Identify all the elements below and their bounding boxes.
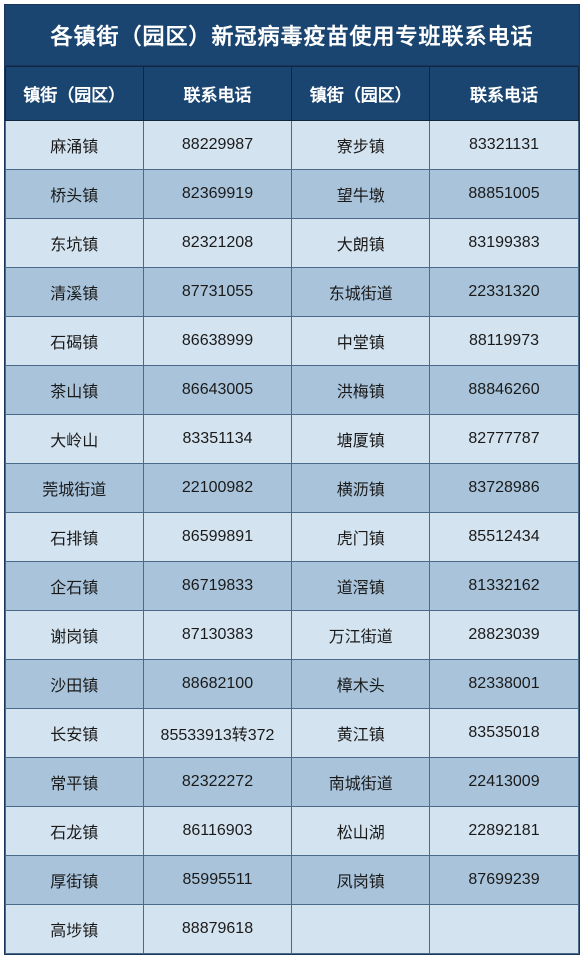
district-cell: 石碣镇 (6, 317, 144, 366)
district-cell: 道滘镇 (292, 562, 430, 611)
district-cell: 万江街道 (292, 611, 430, 660)
phone-cell: 88846260 (430, 366, 579, 415)
district-cell: 塘厦镇 (292, 415, 430, 464)
district-cell: 寮步镇 (292, 121, 430, 170)
phone-cell: 82338001 (430, 660, 579, 709)
phone-cell: 85512434 (430, 513, 579, 562)
district-cell: 谢岗镇 (6, 611, 144, 660)
district-cell: 厚街镇 (6, 856, 144, 905)
table-row: 企石镇86719833道滘镇81332162 (6, 562, 579, 611)
district-cell: 南城街道 (292, 758, 430, 807)
table-row: 厚街镇85995511凤岗镇87699239 (6, 856, 579, 905)
district-cell: 麻涌镇 (6, 121, 144, 170)
phone-cell: 22100982 (143, 464, 292, 513)
phone-cell: 88119973 (430, 317, 579, 366)
header-district-2: 镇街（园区） (292, 67, 430, 121)
phone-cell: 28823039 (430, 611, 579, 660)
table-row: 麻涌镇88229987寮步镇83321131 (6, 121, 579, 170)
district-cell: 桥头镇 (6, 170, 144, 219)
table-row: 石龙镇86116903松山湖22892181 (6, 807, 579, 856)
district-cell (292, 905, 430, 954)
phone-cell: 86643005 (143, 366, 292, 415)
contact-table: 镇街（园区） 联系电话 镇街（园区） 联系电话 麻涌镇88229987寮步镇83… (5, 66, 579, 954)
table-row: 长安镇85533913转372黄江镇83535018 (6, 709, 579, 758)
district-cell: 东坑镇 (6, 219, 144, 268)
district-cell: 茶山镇 (6, 366, 144, 415)
table-row: 谢岗镇87130383万江街道28823039 (6, 611, 579, 660)
table-row: 沙田镇88682100樟木头82338001 (6, 660, 579, 709)
district-cell: 中堂镇 (292, 317, 430, 366)
district-cell: 沙田镇 (6, 660, 144, 709)
district-cell: 松山湖 (292, 807, 430, 856)
district-cell: 大岭山 (6, 415, 144, 464)
district-cell: 樟木头 (292, 660, 430, 709)
table-row: 石排镇86599891虎门镇85512434 (6, 513, 579, 562)
table-row: 茶山镇86643005洪梅镇88846260 (6, 366, 579, 415)
phone-cell: 87130383 (143, 611, 292, 660)
table-row: 莞城街道22100982横沥镇83728986 (6, 464, 579, 513)
phone-cell: 83351134 (143, 415, 292, 464)
phone-cell: 83321131 (430, 121, 579, 170)
table-container: 各镇街（园区）新冠病毒疫苗使用专班联系电话 镇街（园区） 联系电话 镇街（园区）… (4, 4, 580, 955)
header-phone-1: 联系电话 (143, 67, 292, 121)
table-row: 东坑镇82321208大朗镇83199383 (6, 219, 579, 268)
phone-cell: 22892181 (430, 807, 579, 856)
table-row: 桥头镇82369919望牛墩88851005 (6, 170, 579, 219)
table-row: 高埗镇88879618 (6, 905, 579, 954)
district-cell: 常平镇 (6, 758, 144, 807)
district-cell: 黄江镇 (292, 709, 430, 758)
district-cell: 虎门镇 (292, 513, 430, 562)
district-cell: 凤岗镇 (292, 856, 430, 905)
district-cell: 高埗镇 (6, 905, 144, 954)
phone-cell: 83728986 (430, 464, 579, 513)
phone-cell: 88682100 (143, 660, 292, 709)
phone-cell: 88229987 (143, 121, 292, 170)
district-cell: 长安镇 (6, 709, 144, 758)
phone-cell: 85533913转372 (143, 709, 292, 758)
district-cell: 莞城街道 (6, 464, 144, 513)
district-cell: 石龙镇 (6, 807, 144, 856)
table-header-row: 镇街（园区） 联系电话 镇街（园区） 联系电话 (6, 67, 579, 121)
phone-cell: 22413009 (430, 758, 579, 807)
district-cell: 清溪镇 (6, 268, 144, 317)
phone-cell: 85995511 (143, 856, 292, 905)
phone-cell: 81332162 (430, 562, 579, 611)
phone-cell (430, 905, 579, 954)
phone-cell: 82369919 (143, 170, 292, 219)
phone-cell: 87699239 (430, 856, 579, 905)
table-row: 石碣镇86638999中堂镇88119973 (6, 317, 579, 366)
phone-cell: 86599891 (143, 513, 292, 562)
table-row: 常平镇82322272南城街道22413009 (6, 758, 579, 807)
phone-cell: 86116903 (143, 807, 292, 856)
district-cell: 洪梅镇 (292, 366, 430, 415)
phone-cell: 88851005 (430, 170, 579, 219)
phone-cell: 83199383 (430, 219, 579, 268)
header-district-1: 镇街（园区） (6, 67, 144, 121)
page-title: 各镇街（园区）新冠病毒疫苗使用专班联系电话 (5, 5, 579, 66)
phone-cell: 88879618 (143, 905, 292, 954)
phone-cell: 86719833 (143, 562, 292, 611)
district-cell: 大朗镇 (292, 219, 430, 268)
district-cell: 东城街道 (292, 268, 430, 317)
phone-cell: 82777787 (430, 415, 579, 464)
phone-cell: 83535018 (430, 709, 579, 758)
district-cell: 企石镇 (6, 562, 144, 611)
phone-cell: 82322272 (143, 758, 292, 807)
district-cell: 望牛墩 (292, 170, 430, 219)
header-phone-2: 联系电话 (430, 67, 579, 121)
phone-cell: 86638999 (143, 317, 292, 366)
table-row: 大岭山83351134塘厦镇82777787 (6, 415, 579, 464)
phone-cell: 87731055 (143, 268, 292, 317)
district-cell: 石排镇 (6, 513, 144, 562)
phone-cell: 22331320 (430, 268, 579, 317)
phone-cell: 82321208 (143, 219, 292, 268)
table-row: 清溪镇87731055东城街道22331320 (6, 268, 579, 317)
district-cell: 横沥镇 (292, 464, 430, 513)
